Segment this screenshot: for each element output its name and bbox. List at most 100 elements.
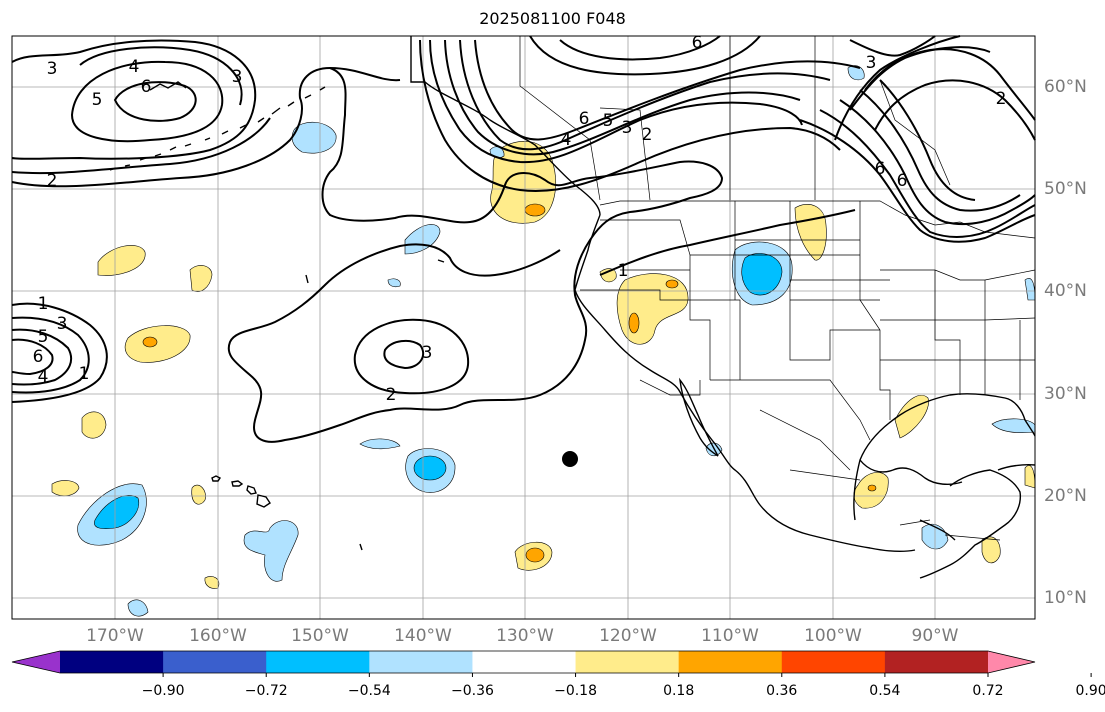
contour-label: 6 [579, 109, 590, 129]
contour-label: 2 [47, 171, 58, 191]
colorbar-segment [472, 651, 577, 673]
colorbar-segment [781, 651, 886, 673]
lon-label: 160°W [189, 626, 247, 646]
contour-label: 6 [875, 159, 886, 179]
colorbar-segment [266, 651, 370, 673]
anomaly-negative-n1 [404, 224, 441, 255]
colorbar-tick-label: 0.18 [663, 683, 695, 699]
lon-label: 140°W [394, 626, 452, 646]
contour-label: 6 [33, 347, 44, 367]
contour-label: 3 [57, 314, 68, 334]
contour-nw-2b [11, 117, 271, 175]
anomaly-negative-gulf-ak [291, 122, 337, 154]
contour-e-5 [839, 99, 1036, 226]
contour-label: 6 [897, 171, 908, 191]
contours [11, 35, 1036, 443]
black-dot-marker [562, 451, 578, 467]
colorbar-tick-label: 0.36 [766, 683, 798, 699]
contour-central-3 [353, 318, 470, 395]
colorbar-tick-label: −0.72 [244, 683, 288, 699]
anomaly-positive-c3 [81, 411, 107, 439]
anomaly-positive-mexico-core [867, 484, 877, 492]
colorbar [11, 650, 1092, 677]
anomaly-positive-cam [981, 536, 1001, 564]
lon-label: 120°W [599, 626, 657, 646]
colorbar-tick-label: −0.36 [450, 683, 494, 699]
contour-label: 3 [232, 67, 243, 87]
anomaly-positive-ca-core [628, 312, 640, 334]
contour-e-6b [819, 109, 1036, 238]
contour-n-6b [529, 35, 761, 76]
lon-label: 110°W [701, 626, 759, 646]
lat-label: 30°N [1044, 384, 1087, 404]
contour-label: 1 [618, 261, 629, 281]
lon-label: 90°W [911, 626, 959, 646]
lon-label: 150°W [291, 626, 349, 646]
lon-label: 170°W [86, 626, 144, 646]
anomaly-negative-c [387, 278, 401, 288]
colorbar-tick-label: 0.72 [972, 683, 1004, 699]
lat-label: 40°N [1044, 281, 1087, 301]
colorbar-tick-label: −0.54 [347, 683, 391, 699]
contour-e-trough2 [849, 46, 991, 111]
contour-w-5 [11, 328, 73, 386]
contour-central-3b [383, 339, 425, 370]
contour-label: 4 [561, 130, 572, 150]
contour-label: 2 [642, 125, 653, 145]
lon-label: 130°W [496, 626, 554, 646]
contour-e-2 [879, 79, 976, 201]
contour-label: 3 [422, 343, 433, 363]
contour-label: 4 [38, 367, 49, 387]
contour-nw-3 [11, 39, 257, 160]
contour-bc-3 [419, 39, 841, 192]
colorbar-segment [884, 651, 989, 673]
anomaly-positive-c5 [191, 484, 206, 505]
colorbar-tick-label: 0.90 [1075, 683, 1105, 699]
contour-e-trough4 [874, 79, 1036, 141]
contour-bc-6 [429, 39, 803, 164]
colorbar-tick-label: −0.90 [141, 683, 185, 699]
contour-e-6a [799, 119, 1036, 243]
contour-w-3 [11, 316, 90, 394]
colorbar-tick-label: 0.54 [869, 683, 901, 699]
colorbar-segment [369, 651, 473, 673]
anomaly-negative-center-core [413, 455, 447, 481]
colorbar-segment [575, 651, 680, 673]
lon-label: 100°W [804, 626, 862, 646]
colorbar-extend-min [12, 651, 60, 673]
contour-n-6 [559, 35, 721, 61]
coastlines [109, 36, 1036, 579]
anomaly-positive-s-core [525, 547, 545, 563]
contour-e-3 [849, 35, 936, 57]
colorbar-segment [60, 651, 164, 673]
lat-label: 50°N [1044, 179, 1087, 199]
colorbar-extend-max [988, 651, 1035, 673]
contour-w-1 [11, 302, 108, 403]
anomaly-negative-hawaii-s [243, 520, 299, 582]
contour-label: 2 [996, 89, 1007, 109]
map-background [12, 36, 1035, 619]
anomaly-positive-hawaii-w [97, 245, 146, 276]
contour-e-trough3 [834, 35, 961, 141]
contour-label: 3 [866, 53, 877, 73]
anomaly-positive-c1 [124, 325, 191, 363]
colorbar-outline [11, 650, 1036, 674]
contour-label: 5 [603, 111, 614, 131]
contour-label: 2 [386, 385, 397, 405]
anomaly-positive-c4 [51, 480, 80, 497]
anomaly-positive-ca-core2 [665, 279, 679, 289]
contour-e-long [599, 209, 856, 276]
contour-label: 5 [92, 90, 103, 110]
contour-label: 4 [129, 57, 140, 77]
colorbar-segment [678, 651, 783, 673]
contour-label: 3 [47, 59, 58, 79]
contour-label: 6 [141, 77, 152, 97]
contour-bc-5 [444, 39, 801, 156]
lat-label: 60°N [1044, 77, 1087, 97]
contour-central-2 [227, 67, 724, 443]
anomaly-positive-c1-core [142, 336, 158, 348]
map-frame [11, 35, 1036, 620]
contour-label: 6 [692, 33, 703, 53]
contour-w-6 [11, 338, 54, 376]
